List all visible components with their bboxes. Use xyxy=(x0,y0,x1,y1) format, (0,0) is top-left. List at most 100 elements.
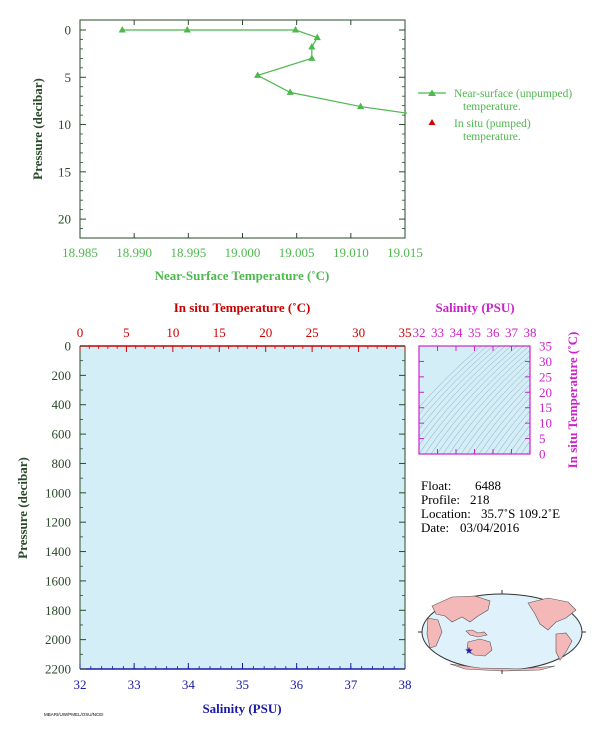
ts-right-tick-label: 15 xyxy=(539,400,552,415)
legend-triangle-near-surface xyxy=(428,89,436,96)
near-surface-temperature-point xyxy=(118,26,126,33)
profile-bottom-tick-label: 36 xyxy=(290,677,304,692)
profile-y-tick-label: 0 xyxy=(65,339,72,354)
ts-plot-area xyxy=(419,346,530,454)
ts-top-tick-label: 35 xyxy=(468,325,481,340)
top-y-tick-label: 15 xyxy=(58,164,71,179)
profile-y-tick-label: 400 xyxy=(52,397,72,412)
float-info: Float: 6488 Profile: 218 Location: 35.7˚… xyxy=(421,478,560,535)
profile-y-axis-title: Pressure (decibar) xyxy=(15,457,30,559)
profile-top-tick-label: 35 xyxy=(399,325,412,340)
map-land-antarctica xyxy=(449,663,556,672)
top-x-tick-label: 18.995 xyxy=(170,245,206,260)
ts-right-tick-label: 20 xyxy=(539,385,552,400)
ts-density-contour xyxy=(442,355,530,454)
ts-density-contour xyxy=(430,346,530,454)
map-land-south-america xyxy=(555,632,573,661)
profile-top-tick-label: 10 xyxy=(166,325,179,340)
profile-y-tick-label: 1000 xyxy=(45,485,71,500)
profile-label: Profile: xyxy=(421,492,460,507)
ts-top-tick-label: 32 xyxy=(413,325,426,340)
near-surface-temperature-point xyxy=(356,102,365,110)
near-surface-temperature-point xyxy=(183,26,191,33)
ts-top-axis-title: Salinity (PSU) xyxy=(435,300,514,315)
ts-density-contour xyxy=(419,346,512,446)
top-chart-legend: Near-surface (unpumped) temperature. In … xyxy=(418,88,572,143)
profile-bottom-tick-label: 38 xyxy=(399,677,412,692)
profile-top-tick-label: 30 xyxy=(352,325,365,340)
ts-right-tick-label: 35 xyxy=(539,339,552,354)
ts-top-tick-label: 37 xyxy=(505,325,519,340)
profile-top-tick-label: 25 xyxy=(306,325,319,340)
world-map: ★ xyxy=(418,590,586,674)
ts-density-contour xyxy=(419,346,494,422)
profile-top-tick-label: 5 xyxy=(123,325,130,340)
near-surface-temperature-point xyxy=(286,88,294,95)
ts-density-contour xyxy=(419,346,488,415)
ts-density-contour xyxy=(419,346,518,454)
profile-y-tick-label: 1200 xyxy=(45,515,71,530)
float-location-star: ★ xyxy=(465,646,474,657)
ts-density-contour xyxy=(436,350,530,454)
near-surface-temperature-point xyxy=(308,54,316,61)
profile-bottom-axis-title: Salinity (PSU) xyxy=(202,701,281,716)
near-surface-temperature-line xyxy=(122,29,408,114)
top-chart-ticks: 18.985 18.990 18.995 19.000 19.005 19.010 19.0… xyxy=(58,20,423,260)
ts-density-contour xyxy=(460,372,530,454)
legend-triangle-in-situ xyxy=(428,119,436,125)
legend-near-surface-line2: temperature. xyxy=(463,101,521,113)
ts-right-tick-label: 25 xyxy=(539,369,552,384)
ts-density-contour xyxy=(496,410,530,454)
profile-y-tick-label: 2200 xyxy=(45,662,71,677)
top-x-tick-label: 19.015 xyxy=(387,245,423,260)
profile-y-tick-label: 1800 xyxy=(45,603,71,618)
ts-density-contour xyxy=(502,417,530,454)
profile-chart-ticks: 0 5 10 15 20 25 30 35 32 33 34 35 36 37 38 0 200 400 600 80… xyxy=(45,325,412,692)
ts-density-contour xyxy=(484,396,530,454)
ts-right-tick-label: 0 xyxy=(539,447,546,462)
top-x-tick-label: 18.990 xyxy=(116,245,152,260)
profile-bottom-tick-label: 34 xyxy=(182,677,196,692)
top-y-axis-title: Pressure (decibar) xyxy=(30,78,45,180)
profile-top-tick-label: 15 xyxy=(213,325,226,340)
ts-density-contour xyxy=(454,366,530,454)
legend-near-surface-line1: Near-surface (unpumped) xyxy=(454,88,572,100)
profile-y-tick-label: 1600 xyxy=(45,573,71,588)
map-land-north-america xyxy=(527,597,577,631)
top-plot-frame xyxy=(79,19,406,239)
top-y-tick-label: 5 xyxy=(65,70,72,85)
map-land-indonesia xyxy=(465,629,488,638)
ts-density-contour xyxy=(514,432,530,454)
ts-density-contour xyxy=(520,440,530,454)
ts-density-contour xyxy=(490,403,530,454)
footer-text: MBARI/UW/PMEL/OSU/NCEI xyxy=(44,712,104,717)
top-y-tick-label: 0 xyxy=(65,23,72,38)
profile-y-tick-label: 200 xyxy=(52,368,72,383)
map-land-asia xyxy=(431,595,491,623)
date-label: Date: xyxy=(421,520,449,535)
ts-right-axis-title: In situ Temperature (˚C) xyxy=(565,332,580,469)
near-surface-temperature-chart: 18.985 18.990 18.995 19.000 19.005 19.010 19.0… xyxy=(30,19,572,283)
profile-y-tick-label: 1400 xyxy=(45,544,71,559)
ts-density-contour xyxy=(448,360,530,454)
profile-plot-area xyxy=(80,346,405,669)
date-value: 03/04/2016 xyxy=(460,520,520,535)
profile-bottom-tick-label: 35 xyxy=(236,677,249,692)
top-chart-series xyxy=(118,26,408,114)
profile-top-tick-label: 20 xyxy=(259,325,272,340)
ts-right-tick-label: 30 xyxy=(539,354,552,369)
profile-y-tick-label: 600 xyxy=(52,427,72,442)
ts-density-contour xyxy=(424,346,524,454)
profile-bottom-tick-label: 33 xyxy=(128,677,141,692)
top-x-tick-label: 18.985 xyxy=(62,245,98,260)
near-surface-temperature-point xyxy=(308,43,316,50)
float-label: Float: xyxy=(421,478,451,493)
ts-density-contour xyxy=(472,384,530,454)
top-y-tick-label: 20 xyxy=(58,212,71,227)
ts-right-tick-label: 5 xyxy=(539,431,546,446)
ts-density-contour xyxy=(478,390,530,454)
location-value: 35.7˚S 109.2˚E xyxy=(481,506,560,521)
ts-top-tick-label: 38 xyxy=(524,325,537,340)
